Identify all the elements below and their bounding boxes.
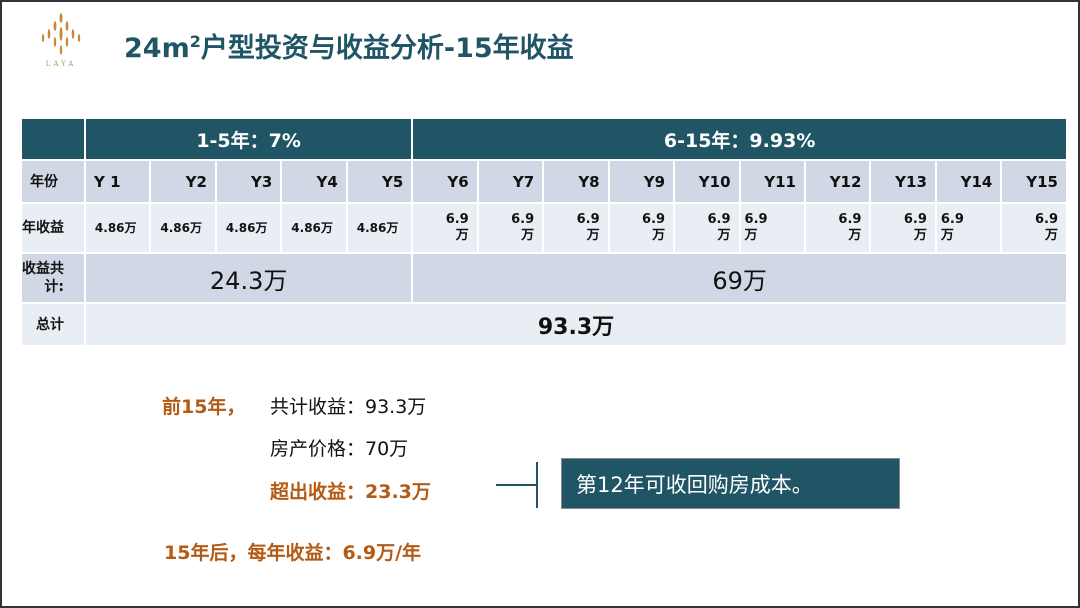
title-main: 24m <box>124 33 190 64</box>
first-15-label: 前15年， <box>162 396 246 418</box>
period-2-header: 6-15年：9.93% <box>413 119 1066 159</box>
subtotal-1: 24.3万 <box>86 254 412 302</box>
year-cell: Y8 <box>544 161 608 202</box>
year-cell: Y10 <box>675 161 739 202</box>
income-cell: 6.9 万 <box>609 204 674 252</box>
year-cell: Y 1 <box>86 161 150 202</box>
subtotal-2: 69万 <box>413 254 1066 302</box>
page-title: 24m2户型投资与收益分析-15年收益 <box>124 26 574 65</box>
income-cell: 4.86万 <box>86 204 150 252</box>
income-cell: 6.9 万 <box>805 204 870 252</box>
income-cell: 6.9 万 <box>740 204 804 252</box>
year-cell: Y7 <box>478 161 543 202</box>
year-cell: Y15 <box>1002 161 1066 202</box>
income-label: 年收益 <box>22 204 84 252</box>
payback-callout: 第12年可收回购房成本。 <box>561 458 900 509</box>
year-cell: Y5 <box>347 161 412 202</box>
year-cell: Y14 <box>936 161 1001 202</box>
income-cell: 6.9 万 <box>544 204 608 252</box>
title-superscript: 2 <box>189 32 201 51</box>
subtotal-label: 收益共计: <box>22 254 84 302</box>
bracket-line-vertical <box>536 462 538 508</box>
period-1-header: 1-5年：7% <box>86 119 412 159</box>
price-text: 房产价格：70万 <box>270 438 409 460</box>
income-cell: 6.9 万 <box>675 204 739 252</box>
year-cell: Y2 <box>151 161 215 202</box>
laya-logo: LAYA <box>36 12 86 72</box>
income-cell: 4.86万 <box>151 204 215 252</box>
income-table: 1-5年：7% 6-15年：9.93% 年份 Y 1 Y2 Y3 Y4 Y5 Y6 Y7 Y8 Y9… <box>20 117 1068 347</box>
year-cell: Y4 <box>282 161 346 202</box>
total-income-text: 共计收益：93.3万 <box>270 396 427 418</box>
bracket-line <box>496 484 536 486</box>
income-cell: 4.86万 <box>347 204 412 252</box>
income-cell: 6.9 万 <box>936 204 1001 252</box>
income-cell: 6.9 万 <box>478 204 543 252</box>
logo-mark-icon <box>41 13 81 55</box>
income-cell: 6.9 万 <box>1002 204 1066 252</box>
income-cell: 6.9 万 <box>413 204 477 252</box>
year-cell: Y6 <box>413 161 477 202</box>
year-cell: Y13 <box>871 161 935 202</box>
after-15-text: 15年后，每年收益：6.9万/年 <box>164 542 422 564</box>
excess-text: 超出收益：23.3万 <box>270 481 431 503</box>
title-rest: 户型投资与收益分析-15年收益 <box>200 33 574 64</box>
year-cell: Y3 <box>216 161 281 202</box>
year-cell: Y9 <box>609 161 674 202</box>
total-value: 93.3万 <box>86 304 1066 345</box>
year-label: 年份 <box>22 161 84 202</box>
year-cell: Y11 <box>740 161 804 202</box>
logo-text: LAYA <box>45 60 77 68</box>
total-label: 总计 <box>22 304 84 345</box>
income-cell: 4.86万 <box>282 204 346 252</box>
income-cell: 6.9 万 <box>871 204 935 252</box>
year-cell: Y12 <box>805 161 870 202</box>
income-cell: 4.86万 <box>216 204 281 252</box>
